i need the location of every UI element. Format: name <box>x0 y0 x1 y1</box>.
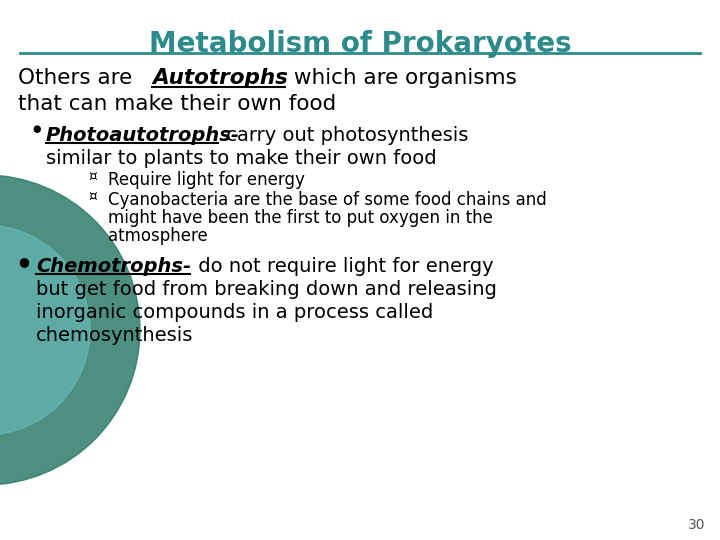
Text: Chemotrophs-: Chemotrophs- <box>36 257 191 276</box>
Text: carry out photosynthesis: carry out photosynthesis <box>220 126 469 145</box>
Text: which are organisms: which are organisms <box>287 68 517 88</box>
Text: ¤: ¤ <box>88 170 96 184</box>
Circle shape <box>0 175 140 485</box>
Text: ¤: ¤ <box>88 190 96 204</box>
Text: might have been the first to put oxygen in the: might have been the first to put oxygen … <box>108 209 493 227</box>
Text: atmosphere: atmosphere <box>108 227 208 245</box>
Circle shape <box>0 225 90 435</box>
Text: similar to plants to make their own food: similar to plants to make their own food <box>46 149 436 168</box>
Text: Others are: Others are <box>18 68 139 88</box>
Text: Photoautotrophs-: Photoautotrophs- <box>46 126 240 145</box>
Text: Autotrophs: Autotrophs <box>152 68 288 88</box>
Text: ●: ● <box>32 124 40 134</box>
Text: ●: ● <box>18 255 29 268</box>
Text: 30: 30 <box>688 518 705 532</box>
Text: Require light for energy: Require light for energy <box>108 171 305 189</box>
Text: inorganic compounds in a process called: inorganic compounds in a process called <box>36 303 433 322</box>
Text: Metabolism of Prokaryotes: Metabolism of Prokaryotes <box>149 30 571 58</box>
Text: do not require light for energy: do not require light for energy <box>192 257 494 276</box>
Text: that can make their own food: that can make their own food <box>18 94 336 114</box>
Text: Cyanobacteria are the base of some food chains and: Cyanobacteria are the base of some food … <box>108 191 546 209</box>
Text: but get food from breaking down and releasing: but get food from breaking down and rele… <box>36 280 497 299</box>
Text: chemosynthesis: chemosynthesis <box>36 326 194 345</box>
